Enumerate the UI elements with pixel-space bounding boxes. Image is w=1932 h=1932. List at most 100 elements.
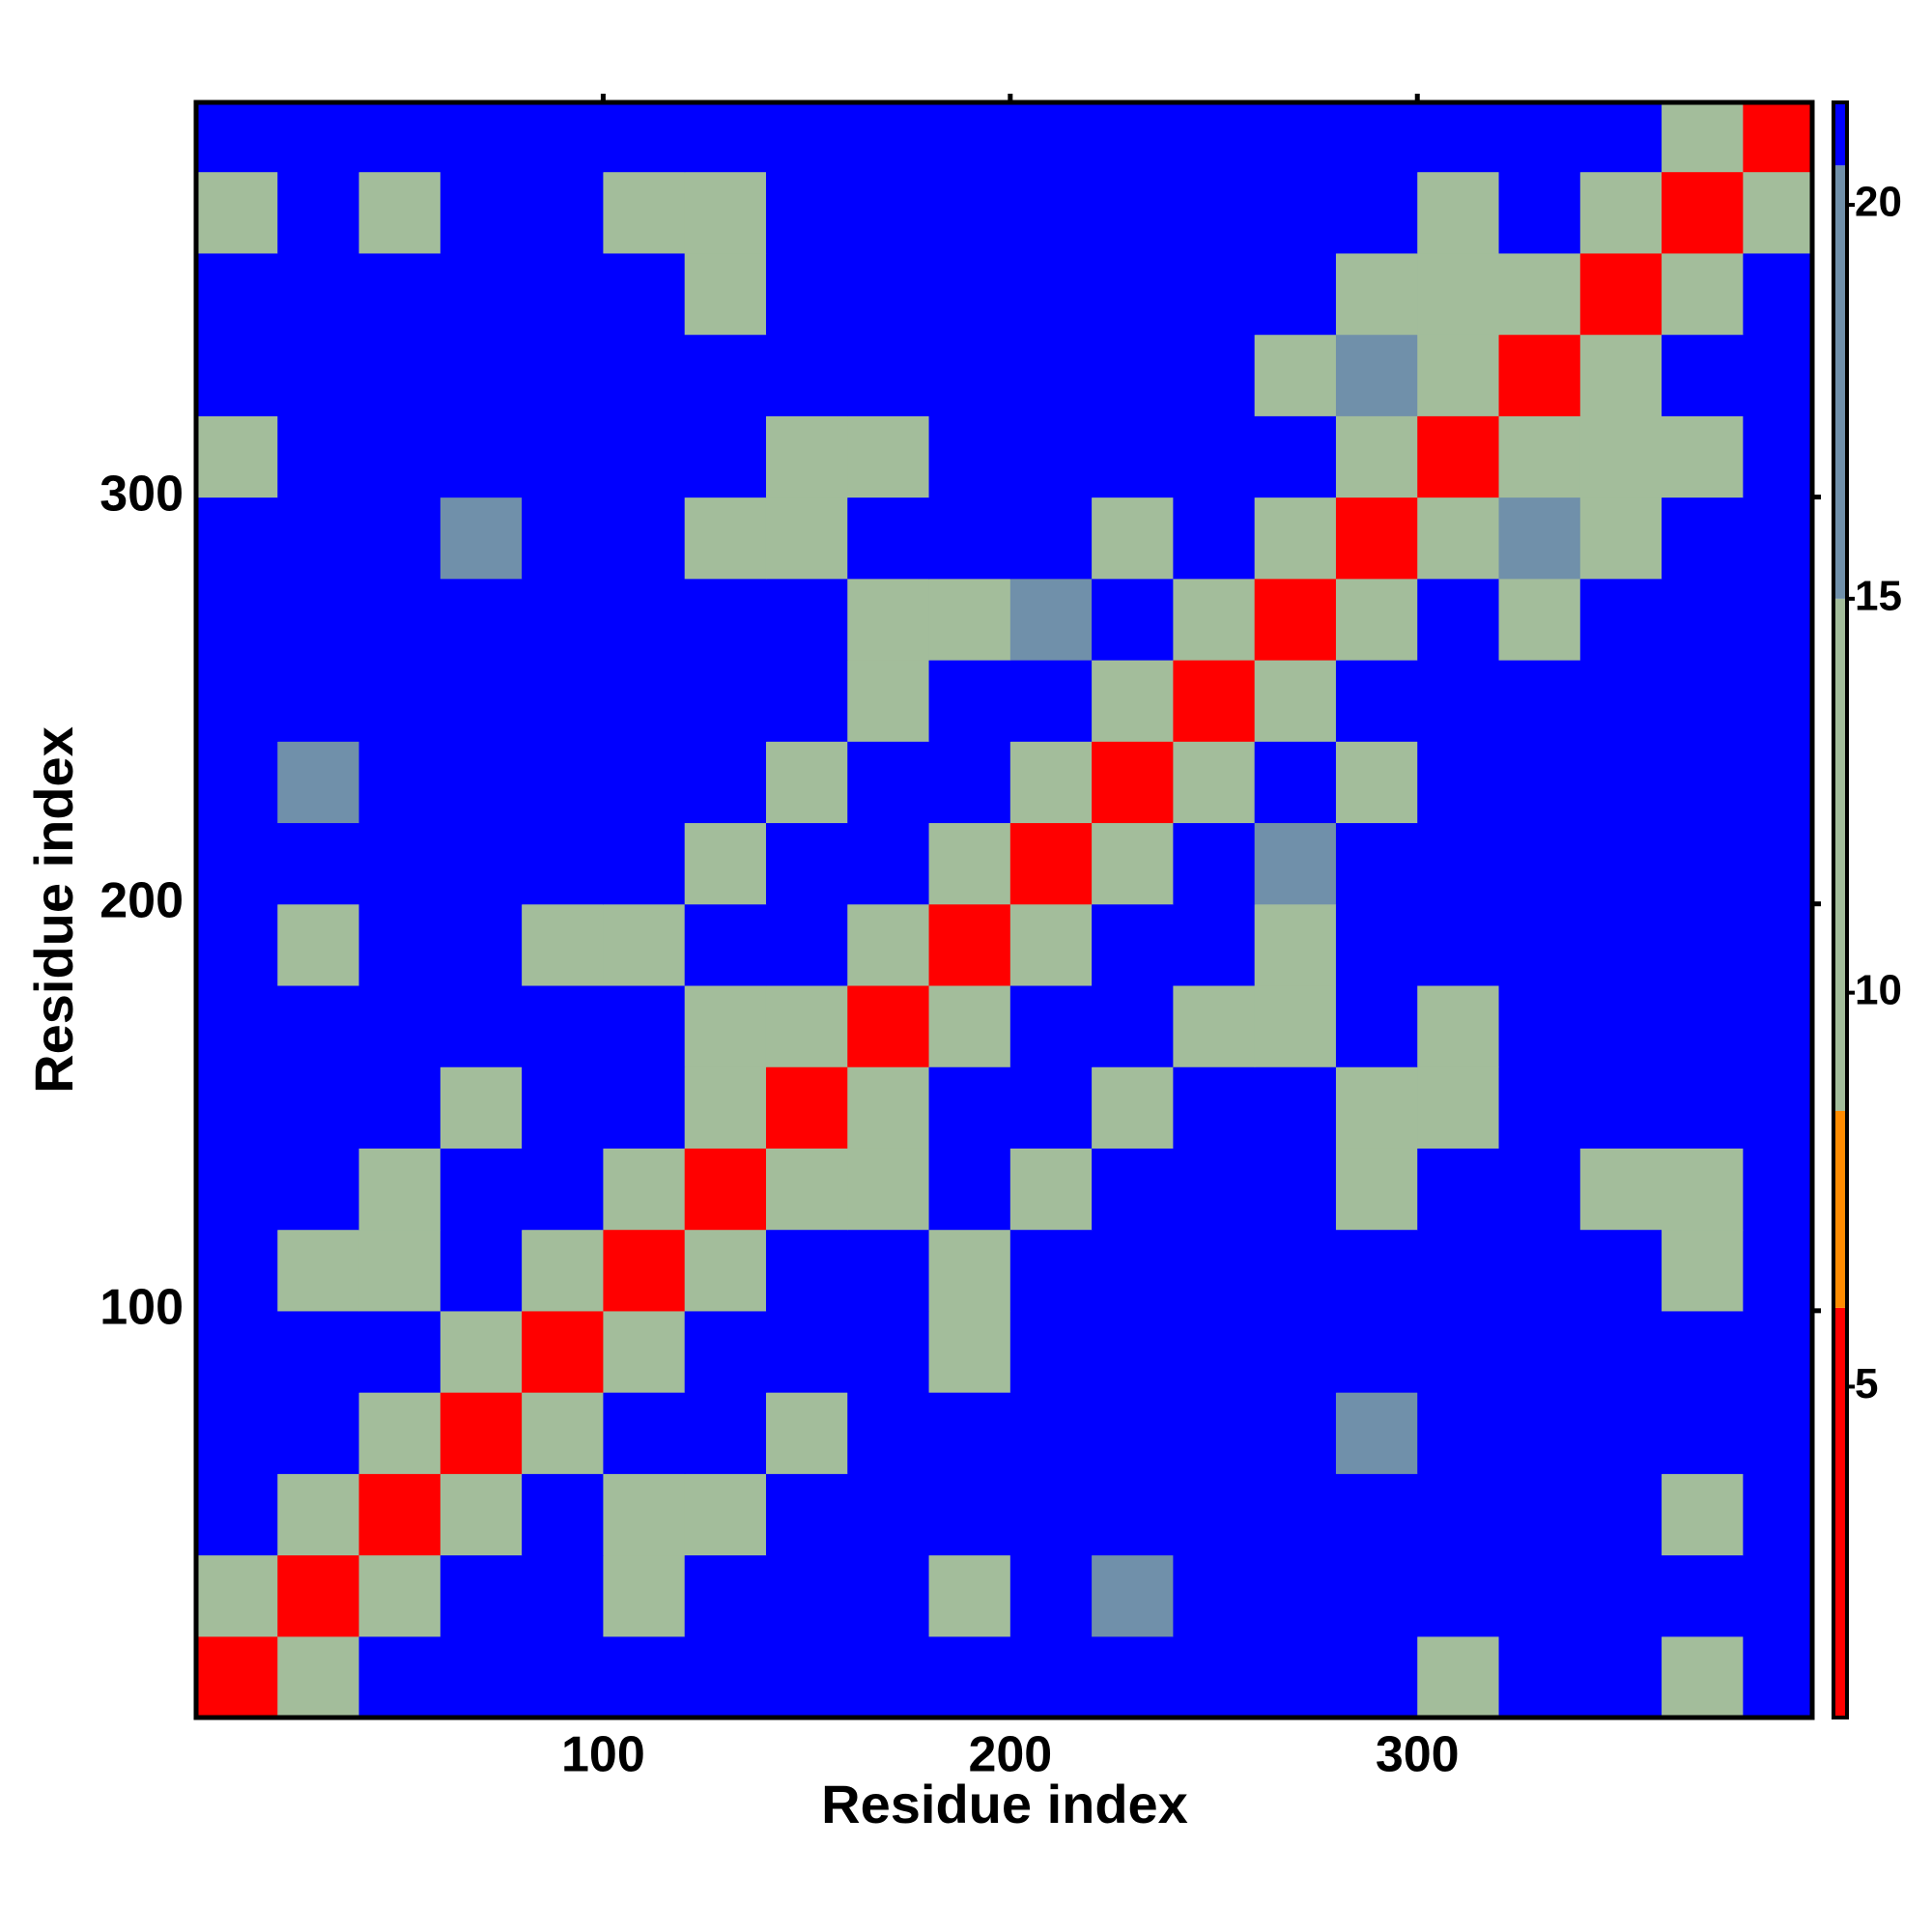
heatmap-cell — [765, 578, 848, 661]
heatmap-cell — [440, 1635, 523, 1718]
heatmap-cell — [765, 252, 848, 335]
heatmap-cell — [1498, 415, 1581, 498]
heatmap-cell — [684, 1392, 767, 1474]
heatmap-cell — [765, 659, 848, 742]
heatmap-cell — [1579, 1148, 1662, 1231]
heatmap-cell — [1498, 1229, 1581, 1312]
heatmap-cell — [440, 1229, 523, 1312]
heatmap-cell — [1417, 1148, 1500, 1231]
heatmap-cell — [1009, 415, 1093, 498]
heatmap-cell — [1335, 252, 1418, 335]
heatmap-cell — [603, 1310, 686, 1393]
heatmap-cell — [277, 102, 360, 173]
heatmap-cell — [1009, 1229, 1093, 1312]
heatmap-cell — [765, 984, 848, 1067]
heatmap-cell — [1579, 1229, 1662, 1312]
heatmap-cell — [522, 334, 605, 416]
heatmap-cell — [684, 497, 767, 580]
heatmap-cell — [847, 1473, 930, 1556]
heatmap-cell — [1417, 903, 1500, 986]
heatmap-cell — [1092, 1066, 1174, 1149]
heatmap-cell — [1417, 1473, 1500, 1556]
heatmap-cell — [1743, 171, 1812, 254]
heatmap-cell — [1173, 903, 1256, 986]
heatmap-cell — [765, 1473, 848, 1556]
heatmap-cell — [928, 1554, 1011, 1637]
heatmap-cell — [1009, 252, 1093, 335]
heatmap-cell — [765, 171, 848, 254]
heatmap-cell — [1335, 1635, 1418, 1718]
heatmap-cell — [684, 1148, 767, 1231]
heatmap-cell — [1417, 1554, 1500, 1637]
heatmap-cell — [1662, 822, 1744, 905]
heatmap-cell — [1254, 1066, 1337, 1149]
heatmap-cell — [196, 415, 278, 498]
heatmap-cell — [1254, 1229, 1337, 1312]
heatmap-cell — [765, 741, 848, 824]
heatmap-cell — [440, 1392, 523, 1474]
heatmap-cell — [277, 1310, 360, 1393]
heatmap-cell — [684, 334, 767, 416]
heatmap-cell — [358, 984, 441, 1067]
heatmap-cell — [1092, 252, 1174, 335]
heatmap-cell — [277, 1148, 360, 1231]
heatmap-cell — [1092, 659, 1174, 742]
heatmap-cell — [1254, 102, 1337, 173]
heatmap-cell — [358, 1148, 441, 1231]
heatmap-cell — [603, 102, 686, 173]
heatmap-cell — [765, 1310, 848, 1393]
heatmap-cell — [684, 171, 767, 254]
heatmap-cell — [358, 822, 441, 905]
heatmap-cell — [522, 1148, 605, 1231]
heatmap-cell — [1662, 415, 1744, 498]
heatmap-cell — [928, 1473, 1011, 1556]
y-axis-title: Residue index — [23, 726, 84, 1094]
x-axis-title: Residue index — [821, 1774, 1188, 1834]
heatmap-cell — [1173, 822, 1256, 905]
heatmap-cell — [277, 334, 360, 416]
heatmap-cell — [1579, 415, 1662, 498]
heatmap-cell — [1579, 1473, 1662, 1556]
heatmap-cell — [196, 1635, 278, 1718]
heatmap-cell — [1173, 252, 1256, 335]
heatmap-cell — [358, 659, 441, 742]
heatmap-cell — [1662, 252, 1744, 335]
heatmap-cell — [847, 984, 930, 1067]
heatmap-cell — [1335, 1229, 1418, 1312]
heatmap-cell — [1173, 578, 1256, 661]
heatmap-cell — [1335, 102, 1418, 173]
heatmap-cell — [603, 1148, 686, 1231]
heatmap-cell — [196, 1473, 278, 1556]
heatmap-cell — [1662, 1310, 1744, 1393]
heatmap-cell — [1009, 1635, 1093, 1718]
heatmap-cell — [1335, 171, 1418, 254]
heatmap-cell — [1579, 822, 1662, 905]
colorbar-tick-label: 15 — [1855, 572, 1902, 619]
heatmap-cell — [1009, 1473, 1093, 1556]
heatmap-cell — [1662, 497, 1744, 580]
heatmap-cell — [847, 659, 930, 742]
heatmap-cell — [1662, 171, 1744, 254]
colorbar-tick-label: 10 — [1855, 966, 1902, 1013]
heatmap-cell — [440, 984, 523, 1067]
heatmap-cell — [1254, 984, 1337, 1067]
heatmap-cell — [277, 1229, 360, 1312]
heatmap-cell — [928, 1392, 1011, 1474]
heatmap-cell — [847, 1554, 930, 1637]
heatmap-cell — [1335, 659, 1418, 742]
heatmap-cell — [522, 659, 605, 742]
heatmap-cell — [1092, 497, 1174, 580]
heatmap-cell — [1743, 741, 1812, 824]
heatmap — [196, 102, 1812, 1718]
heatmap-cell — [603, 171, 686, 254]
heatmap-cell — [928, 1229, 1011, 1312]
heatmap-cell — [1335, 1473, 1418, 1556]
heatmap-cell — [522, 1635, 605, 1718]
heatmap-cell — [684, 578, 767, 661]
heatmap-cell — [928, 171, 1011, 254]
heatmap-cell — [1173, 741, 1256, 824]
heatmap-cell — [522, 578, 605, 661]
heatmap-cell — [1417, 415, 1500, 498]
colorbar-band — [1833, 1307, 1847, 1718]
heatmap-cell — [522, 1229, 605, 1312]
